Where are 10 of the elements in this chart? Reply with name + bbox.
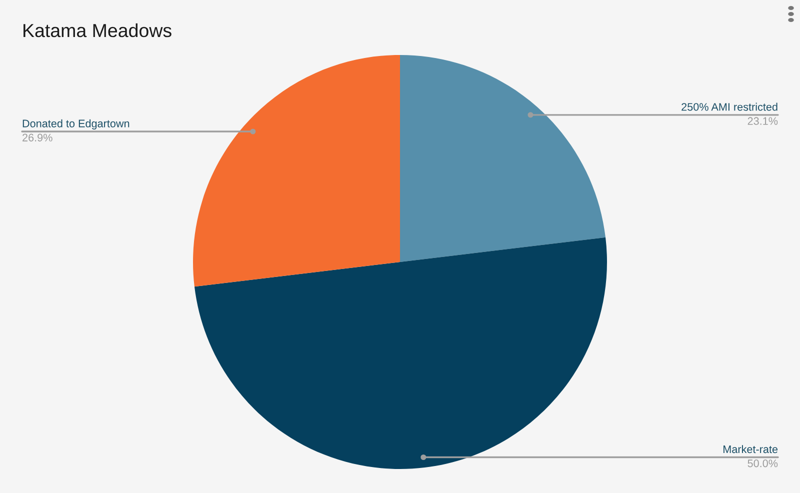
chart-title: Katama Meadows [24,23,172,38]
slice-label: 250% AMI restricted [682,102,778,111]
pie-slice [193,55,400,287]
pie-slice [194,237,607,469]
data-label: 26.9% [22,134,52,142]
slice-label: Market-rate [724,445,778,454]
slice-label: Donated to Edgartown [22,119,130,130]
pie-slice [400,55,606,262]
data-label: 50.0% [748,460,778,468]
data-label: 23.1% [748,117,778,125]
